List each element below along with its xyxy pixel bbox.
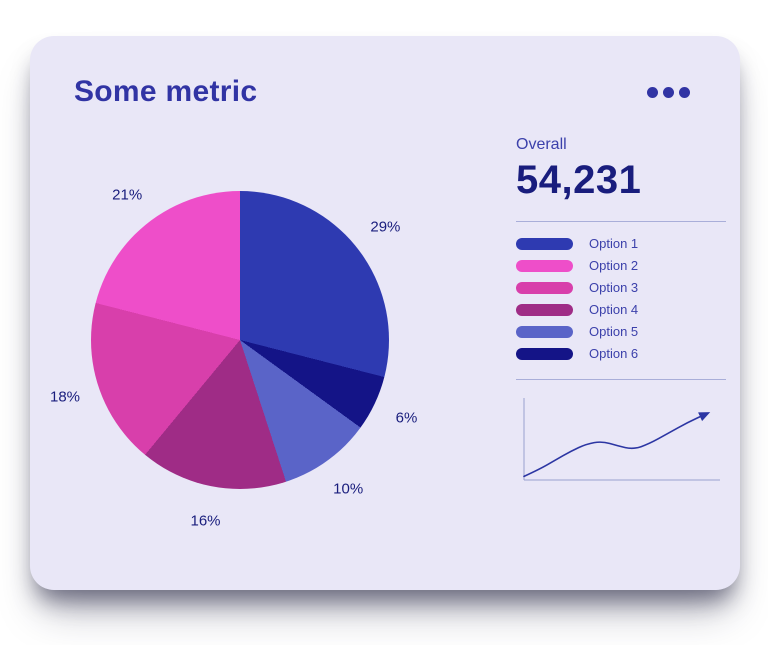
- summary-column: Overall 54,231 Option 1 Option 2 Option …: [516, 116, 726, 540]
- pie-slice-label: 10%: [333, 480, 364, 498]
- legend-label: Option 3: [589, 280, 639, 295]
- legend-swatch: [516, 237, 573, 250]
- legend-label: Option 5: [589, 324, 639, 339]
- legend-swatch: [516, 303, 573, 316]
- pie-slice-label: 29%: [370, 218, 401, 236]
- legend-swatch: [516, 281, 573, 294]
- legend-item: Option 6: [516, 346, 726, 361]
- legend-label: Option 4: [589, 302, 639, 317]
- legend-swatch: [516, 259, 573, 272]
- pie-chart: [91, 191, 389, 489]
- legend-label: Option 2: [589, 258, 639, 273]
- legend-item: Option 2: [516, 258, 726, 273]
- overall-value: 54,231: [516, 158, 642, 202]
- legend-item: Option 5: [516, 324, 726, 339]
- more-options-button[interactable]: [641, 81, 696, 104]
- legend-swatch: [516, 325, 573, 338]
- pie-slice-label: 21%: [112, 186, 143, 204]
- page-title: Some metric: [74, 75, 258, 108]
- legend-item: Option 4: [516, 302, 726, 317]
- card-header: Some metric: [74, 70, 696, 114]
- pie-section: 29% 6% 10% 16% 18% 21%: [50, 116, 516, 540]
- ellipsis-icon: [647, 86, 690, 98]
- card-content: 29% 6% 10% 16% 18% 21% Overall 54,231 Option …: [50, 116, 726, 540]
- legend-item: Option 1: [516, 236, 726, 251]
- divider: [516, 221, 726, 222]
- ellipsis-dot: [663, 86, 674, 98]
- trend-sparkline: [523, 398, 720, 481]
- legend-label: Option 6: [589, 346, 639, 361]
- legend-label: Option 1: [589, 236, 639, 251]
- pie-slice-label: 18%: [49, 388, 81, 406]
- divider: [516, 379, 726, 380]
- ellipsis-dot: [679, 86, 690, 98]
- legend-item: Option 3: [516, 280, 726, 295]
- pie-slice-label: 16%: [190, 512, 221, 530]
- trend-line: [523, 412, 711, 478]
- ellipsis-dot: [647, 86, 658, 98]
- legend-swatch: [516, 347, 573, 360]
- pie-slice-label: 6%: [395, 409, 418, 427]
- overall-label: Overall: [516, 136, 567, 153]
- legend: Option 1 Option 2 Option 3 Option 4 Opti…: [516, 236, 726, 361]
- metric-card: Some metric 29% 6% 10% 16% 18% 21% Overall 54…: [30, 36, 740, 590]
